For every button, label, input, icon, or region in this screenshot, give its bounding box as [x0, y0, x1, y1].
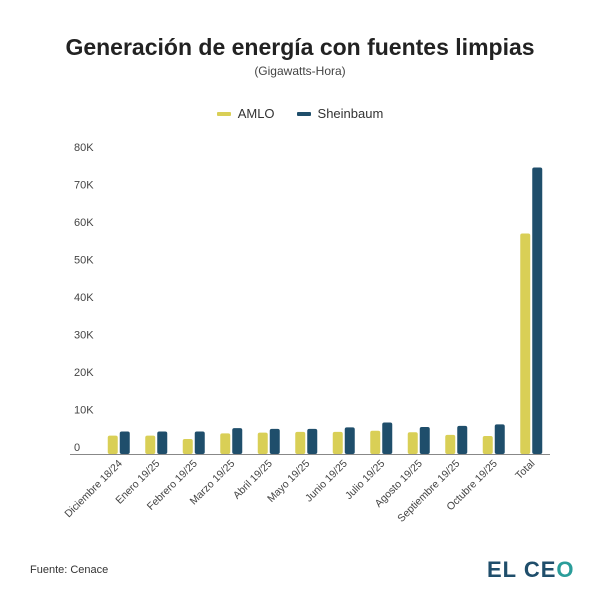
bar-sheinbaum — [232, 428, 243, 454]
y-tick-label: 20K — [74, 367, 94, 379]
bar-amlo — [520, 233, 531, 454]
legend-item-sheinbaum: Sheinbaum — [296, 106, 384, 121]
legend-label-amlo: AMLO — [237, 106, 275, 121]
bar-amlo — [220, 433, 231, 454]
bar-amlo — [145, 435, 156, 454]
y-tick-label: 80K — [74, 142, 94, 154]
bar-sheinbaum — [532, 167, 543, 454]
source-note: Fuente: Cenace — [30, 564, 109, 576]
bar-sheinbaum — [419, 427, 430, 454]
bar-amlo — [295, 431, 306, 454]
chart-title: Generación de energía con fuentes limpia… — [65, 34, 535, 60]
bar-amlo — [445, 434, 456, 454]
y-tick-label: 40K — [74, 292, 94, 304]
y-tick-label: 10K — [74, 405, 94, 417]
bar-sheinbaum — [382, 422, 393, 454]
chart-subtitle: (Gigawatts-Hora) — [254, 64, 346, 78]
bar-amlo — [482, 436, 493, 454]
bar-sheinbaum — [494, 424, 505, 454]
bar-amlo — [332, 431, 343, 454]
bar-sheinbaum — [457, 425, 468, 454]
y-tick-label: 30K — [74, 330, 94, 342]
bar-amlo — [257, 432, 268, 454]
x-tick-label: Diciembre 18/24 — [62, 458, 125, 521]
bar-sheinbaum — [157, 431, 168, 454]
legend: AMLO Sheinbaum — [0, 106, 600, 121]
x-tick-label: Total — [513, 458, 537, 482]
legend-swatch-sheinbaum — [296, 111, 311, 116]
legend-item-amlo: AMLO — [216, 106, 275, 121]
bar-sheinbaum — [119, 431, 130, 454]
bar-amlo — [107, 435, 118, 454]
bar-amlo — [182, 439, 193, 454]
bar-sheinbaum — [307, 428, 318, 454]
y-tick-label: 50K — [74, 255, 94, 267]
y-tick-label: 70K — [74, 180, 94, 192]
y-tick-label: 0 — [74, 442, 80, 454]
bar-sheinbaum — [194, 431, 205, 454]
bar-amlo — [370, 430, 381, 454]
bar-sheinbaum — [344, 427, 355, 454]
el-ceo-logo: EL CEO — [487, 557, 575, 582]
legend-label-sheinbaum: Sheinbaum — [317, 106, 384, 121]
bar-amlo — [407, 432, 418, 454]
bar-sheinbaum — [269, 428, 280, 454]
y-tick-label: 60K — [74, 217, 94, 229]
legend-swatch-amlo — [216, 111, 231, 116]
